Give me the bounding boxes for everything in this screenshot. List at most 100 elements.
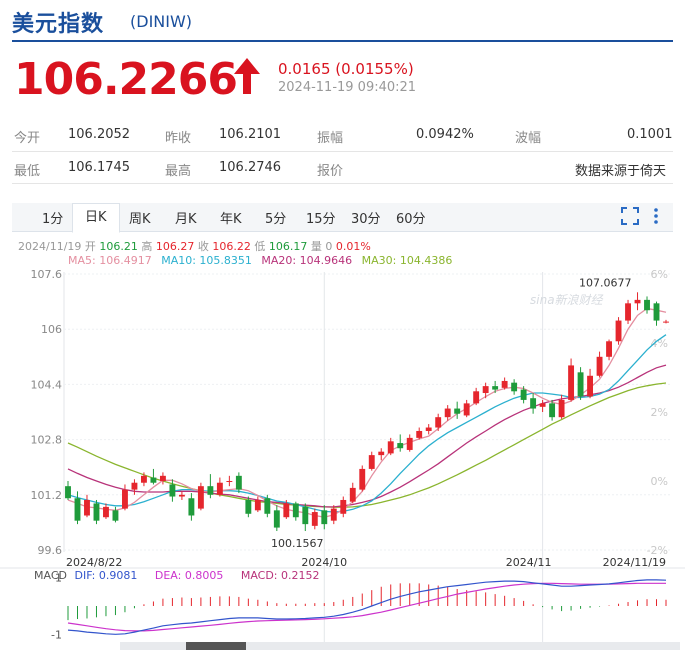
candle-body — [122, 489, 128, 509]
tab-15min[interactable]: 15分 — [306, 212, 336, 227]
candle-body — [74, 498, 81, 521]
candle-body — [492, 386, 499, 390]
prev-close-value: 106.2101 — [219, 127, 282, 142]
tab-weekly[interactable]: 周K — [129, 212, 151, 227]
candle-body — [169, 484, 176, 497]
x-tick-label: 2024/11 — [506, 556, 552, 569]
range-scrollbar[interactable] — [120, 642, 680, 650]
candle-body — [634, 299, 641, 304]
candle-body — [216, 482, 223, 495]
more-options-icon[interactable] — [651, 207, 661, 225]
candle-body — [103, 506, 109, 518]
y-tick-label: 101.2 — [31, 489, 63, 502]
ma5-line — [67, 307, 667, 518]
prev-close-label: 昨收 — [165, 131, 192, 146]
high-label: 最高 — [165, 164, 192, 179]
ma30-line — [67, 382, 667, 508]
candle-body — [197, 486, 204, 509]
candle-body — [644, 299, 650, 311]
pct-tick-label: -2% — [647, 544, 668, 557]
candle-body — [84, 499, 90, 516]
x-tick-label: 2024/10 — [301, 556, 347, 569]
candle-body — [254, 499, 261, 511]
ohlc-vol: 0 — [325, 240, 333, 253]
ohlc-low: 106.17 — [268, 240, 308, 253]
tab-1min[interactable]: 1分 — [42, 212, 64, 227]
high-annotation: 107.0677 — [579, 276, 632, 289]
ohlc-high-label: 高 — [141, 240, 153, 253]
price-change: 0.0165 (0.0155%) — [278, 60, 414, 78]
candle-body — [340, 499, 347, 514]
tab-daily[interactable]: 日K — [72, 203, 120, 233]
ma10-line — [67, 334, 667, 513]
candle-body — [435, 417, 442, 428]
tab-yearly[interactable]: 年K — [220, 212, 242, 227]
ticker-code: (DINIW) — [130, 12, 193, 31]
y-tick-label: 99.6 — [38, 544, 63, 557]
candle-body — [416, 430, 423, 438]
amplitude-label: 振幅 — [317, 131, 344, 146]
candle-body — [520, 389, 527, 400]
ohlc-open: 106.21 — [99, 240, 138, 253]
macd-legend: MACD DIF: 0.9081 DEA: 0.8005 MACD: 0.215… — [34, 569, 320, 582]
candle-body — [549, 403, 556, 418]
ohlc-open-label: 开 — [84, 240, 96, 253]
ohlc-close-label: 收 — [197, 240, 209, 253]
y-tick-label: 107.6 — [31, 268, 63, 281]
page-title: 美元指数 — [12, 12, 105, 37]
candle-body — [615, 320, 622, 342]
candle-body — [235, 475, 242, 490]
title-divider — [12, 40, 673, 42]
pct-tick-label: 6% — [651, 268, 668, 281]
pct-tick-label: 4% — [651, 337, 668, 350]
candle-body — [596, 356, 603, 376]
ohlc-vol-label: 量 — [310, 240, 322, 253]
candlestick-chart[interactable]: 107.6 106 104.4 102.8 101.2 99.6 6% 4% 2% 0% -2% si… — [0, 262, 685, 642]
candle-body — [501, 380, 508, 388]
timestamp: 2024-11-19 09:40:21 — [278, 80, 417, 95]
ma-legend: MA5: 106.4917 MA10: 105.8351 MA20: 104.9… — [68, 254, 452, 267]
ma30-legend: MA30: 104.4386 — [361, 254, 453, 267]
candle-body — [577, 372, 584, 397]
candle-body — [397, 443, 404, 449]
current-price: 106.2266 — [14, 54, 238, 105]
ma20-line — [67, 364, 667, 508]
candle-body — [283, 503, 290, 518]
candle-body — [425, 427, 432, 431]
candle-body — [140, 475, 147, 483]
candle-body — [188, 498, 195, 516]
candle-body — [653, 303, 660, 321]
candle-body — [530, 398, 537, 409]
pct-tick-label: 2% — [651, 406, 668, 419]
candle-body — [93, 503, 100, 521]
tab-30min[interactable]: 30分 — [351, 212, 381, 227]
ohlc-close: 106.22 — [212, 240, 251, 253]
candle-body — [482, 386, 489, 394]
quote-label: 报价 — [317, 164, 344, 179]
candle-body — [349, 487, 356, 502]
candle-body — [539, 403, 546, 407]
tab-monthly[interactable]: 月K — [175, 212, 197, 227]
candle-body — [245, 499, 252, 514]
candle-body — [321, 510, 328, 525]
y-tick-label: 102.8 — [31, 434, 63, 447]
candle-body — [150, 477, 157, 483]
ma20-legend: MA20: 104.9646 — [261, 254, 353, 267]
data-source: 数据来源于倚天 — [575, 164, 667, 179]
dif-line — [67, 579, 667, 635]
fullscreen-icon[interactable] — [621, 207, 639, 225]
open-label: 今开 — [14, 131, 41, 146]
candle-body — [406, 437, 413, 450]
tab-60min[interactable]: 60分 — [396, 212, 426, 227]
candle-body — [663, 321, 669, 323]
tab-5min[interactable]: 5分 — [265, 212, 287, 227]
candle-body — [226, 481, 233, 482]
candle-body — [264, 498, 271, 514]
candle-body — [311, 512, 318, 526]
candle-body — [65, 486, 71, 499]
watermark: sina新浪财经 — [530, 293, 605, 307]
range-scrollbar-handle[interactable] — [186, 642, 246, 650]
macd-dif: DIF: 0.9081 — [74, 569, 138, 582]
candle-body — [558, 399, 565, 418]
candle-body — [178, 494, 185, 497]
